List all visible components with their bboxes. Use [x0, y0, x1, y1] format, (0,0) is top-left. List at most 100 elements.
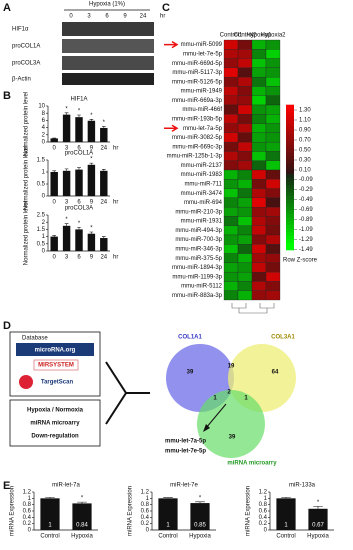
x-unit: hr [113, 200, 118, 206]
row-label: mmu-miR-5112 [181, 284, 223, 290]
row-label: mmu-miR-494-3p [175, 228, 222, 234]
heatmap-cell [265, 179, 281, 189]
database-source: microRNA.org [35, 348, 76, 354]
heatmap-cell [237, 225, 253, 236]
significance-mark: * [90, 113, 93, 119]
heatmap-cell [265, 151, 281, 161]
significance-mark: * [90, 226, 93, 232]
x-tick-label: Control [158, 534, 177, 540]
x-tick-label: 6 [77, 255, 81, 261]
y-tick-label: 1.2 [23, 490, 32, 496]
y-tick-label: 0.8 [23, 502, 32, 508]
heatmap-cell [251, 262, 267, 273]
error-bar [281, 497, 291, 499]
heatmap-cell [223, 290, 239, 301]
heatmap-cell [237, 188, 253, 199]
arrow-head [203, 424, 210, 432]
bar [62, 225, 71, 251]
x-tick-label: Control [40, 534, 59, 540]
heatmap-cell [223, 67, 239, 78]
y-tick-label: 0.4 [141, 515, 150, 521]
heatmap-cell [265, 169, 281, 180]
colorbar-step [286, 242, 294, 247]
colorbar-step [286, 111, 294, 117]
heatmap-cell [237, 290, 253, 301]
colorbar-tick-label: -1.09 [299, 227, 313, 233]
heatmap-cell [251, 104, 267, 115]
panel-label: A [3, 2, 11, 14]
colorbar-tick-label: -0.49 [299, 197, 313, 203]
venn-count: 39 [229, 435, 236, 441]
bar [87, 120, 96, 142]
panel-label: E [3, 480, 10, 492]
row-label: mmu-miR-1894-3p [172, 265, 223, 271]
error-bar [195, 501, 205, 504]
heatmap-cell [223, 253, 239, 264]
y-tick-label: 8 [42, 111, 46, 117]
error-bar [77, 226, 81, 230]
x-tick-label: 3 [65, 255, 69, 261]
dendrogram [259, 303, 275, 309]
y-tick-label: 0.6 [259, 509, 268, 515]
heatmap-cell [223, 151, 239, 161]
colorbar-step [286, 122, 294, 128]
heatmap-cell [251, 188, 267, 199]
intersection-mirna: mmu-let-7e-5p [165, 449, 206, 455]
error-bar [77, 114, 81, 118]
y-tick-label: 1 [264, 496, 268, 502]
colorbar-step [286, 159, 294, 164]
bar [276, 498, 296, 530]
heatmap-cell [251, 141, 267, 152]
heatmap-cell [251, 290, 267, 301]
x-unit: hr [113, 255, 118, 261]
blot-header: Hypoxia (1%) [89, 2, 125, 8]
bar [50, 172, 58, 196]
error-bar [101, 236, 106, 239]
colorbar-tick-label: 1.30 [299, 108, 311, 114]
colorbar-step [286, 220, 294, 225]
heatmap-cell [251, 206, 267, 217]
bar [40, 498, 60, 530]
heatmap-cell [251, 244, 267, 254]
heatmap-cell [223, 197, 239, 208]
y-tick-label: 1 [28, 496, 32, 502]
lane-label: 9 [123, 14, 127, 20]
heatmap-cell [251, 281, 267, 291]
colorbar-tick-label: 0.70 [299, 138, 311, 144]
significance-mark: * [103, 120, 106, 126]
intersection-mirna: mmu-let-7a-5p [165, 439, 206, 445]
chart-title: miR-133a [289, 483, 316, 489]
significance-mark: * [78, 221, 81, 227]
bar [100, 238, 108, 251]
source-logo [33, 359, 79, 371]
heatmap-cell [251, 114, 267, 124]
error-bar [313, 505, 323, 509]
heatmap-cell [223, 58, 239, 69]
heatmap-cell [251, 179, 267, 189]
y-tick-label: 2 [42, 220, 46, 226]
merge-arrow [105, 361, 128, 425]
heatmap-cell [237, 49, 253, 59]
venn-set-label: COL1A1 [178, 335, 202, 341]
significance-mark: * [65, 217, 68, 223]
y-tick-label: 0.6 [23, 509, 32, 515]
colorbar-step [286, 162, 294, 167]
x-tick-label: 0 [53, 200, 57, 206]
colorbar-tick-label: -1.49 [299, 247, 313, 253]
row-label: mmu-miR-711 [184, 182, 222, 188]
y-tick-label: 1.2 [259, 490, 268, 496]
heatmap-cell [237, 123, 253, 134]
error-bar [45, 497, 55, 499]
colorbar-tick-label: -0.69 [299, 207, 313, 213]
venn-count: 1 [244, 396, 248, 402]
venn-count: 64 [272, 370, 279, 376]
bar [72, 503, 92, 530]
criteria-line: Down-regulation [31, 434, 79, 440]
heatmap-cell [251, 67, 267, 78]
colorbar-step [286, 224, 294, 229]
colorbar-tick-label: 0.10 [299, 168, 311, 174]
heatmap-cell [251, 169, 267, 180]
heatmap-cell [237, 86, 253, 96]
y-tick-label: 1 [146, 496, 150, 502]
row-label: mmu-miR-5099 [181, 42, 223, 48]
